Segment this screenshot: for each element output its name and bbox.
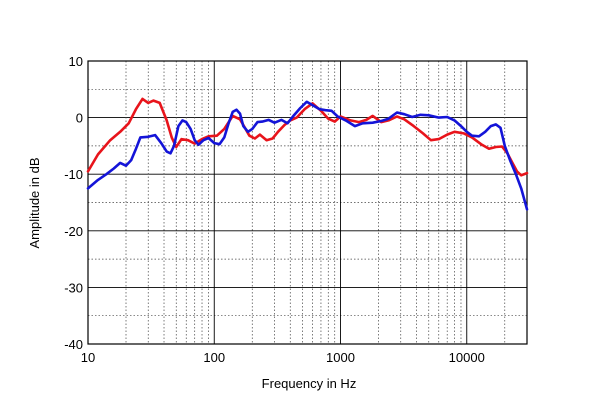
x-tick-label: 1000 [326, 350, 355, 365]
y-tick-label: 10 [69, 54, 83, 69]
y-tick-labels: 10 0 -10 -20 -30 -40 [64, 54, 83, 352]
y-tick-label: -40 [64, 337, 83, 352]
plot-frame [87, 60, 528, 345]
y-tick-label: -30 [64, 280, 83, 295]
y-tick-label: 0 [76, 111, 83, 126]
series-line-1 [86, 97, 529, 177]
x-tick-label: 100 [203, 350, 225, 365]
x-tick-label: 10000 [449, 350, 485, 365]
y-axis-title: Amplitude in dB [27, 157, 42, 248]
x-tick-labels: 10 100 1000 10000 [81, 350, 485, 365]
x-axis-title: Frequency in Hz [262, 376, 357, 391]
y-tick-label: -20 [64, 224, 83, 239]
y-tick-label: -10 [64, 167, 83, 182]
series-layer [86, 97, 529, 211]
plot-border [87, 60, 528, 345]
series-line-2 [86, 100, 529, 211]
x-tick-label: 10 [81, 350, 95, 365]
